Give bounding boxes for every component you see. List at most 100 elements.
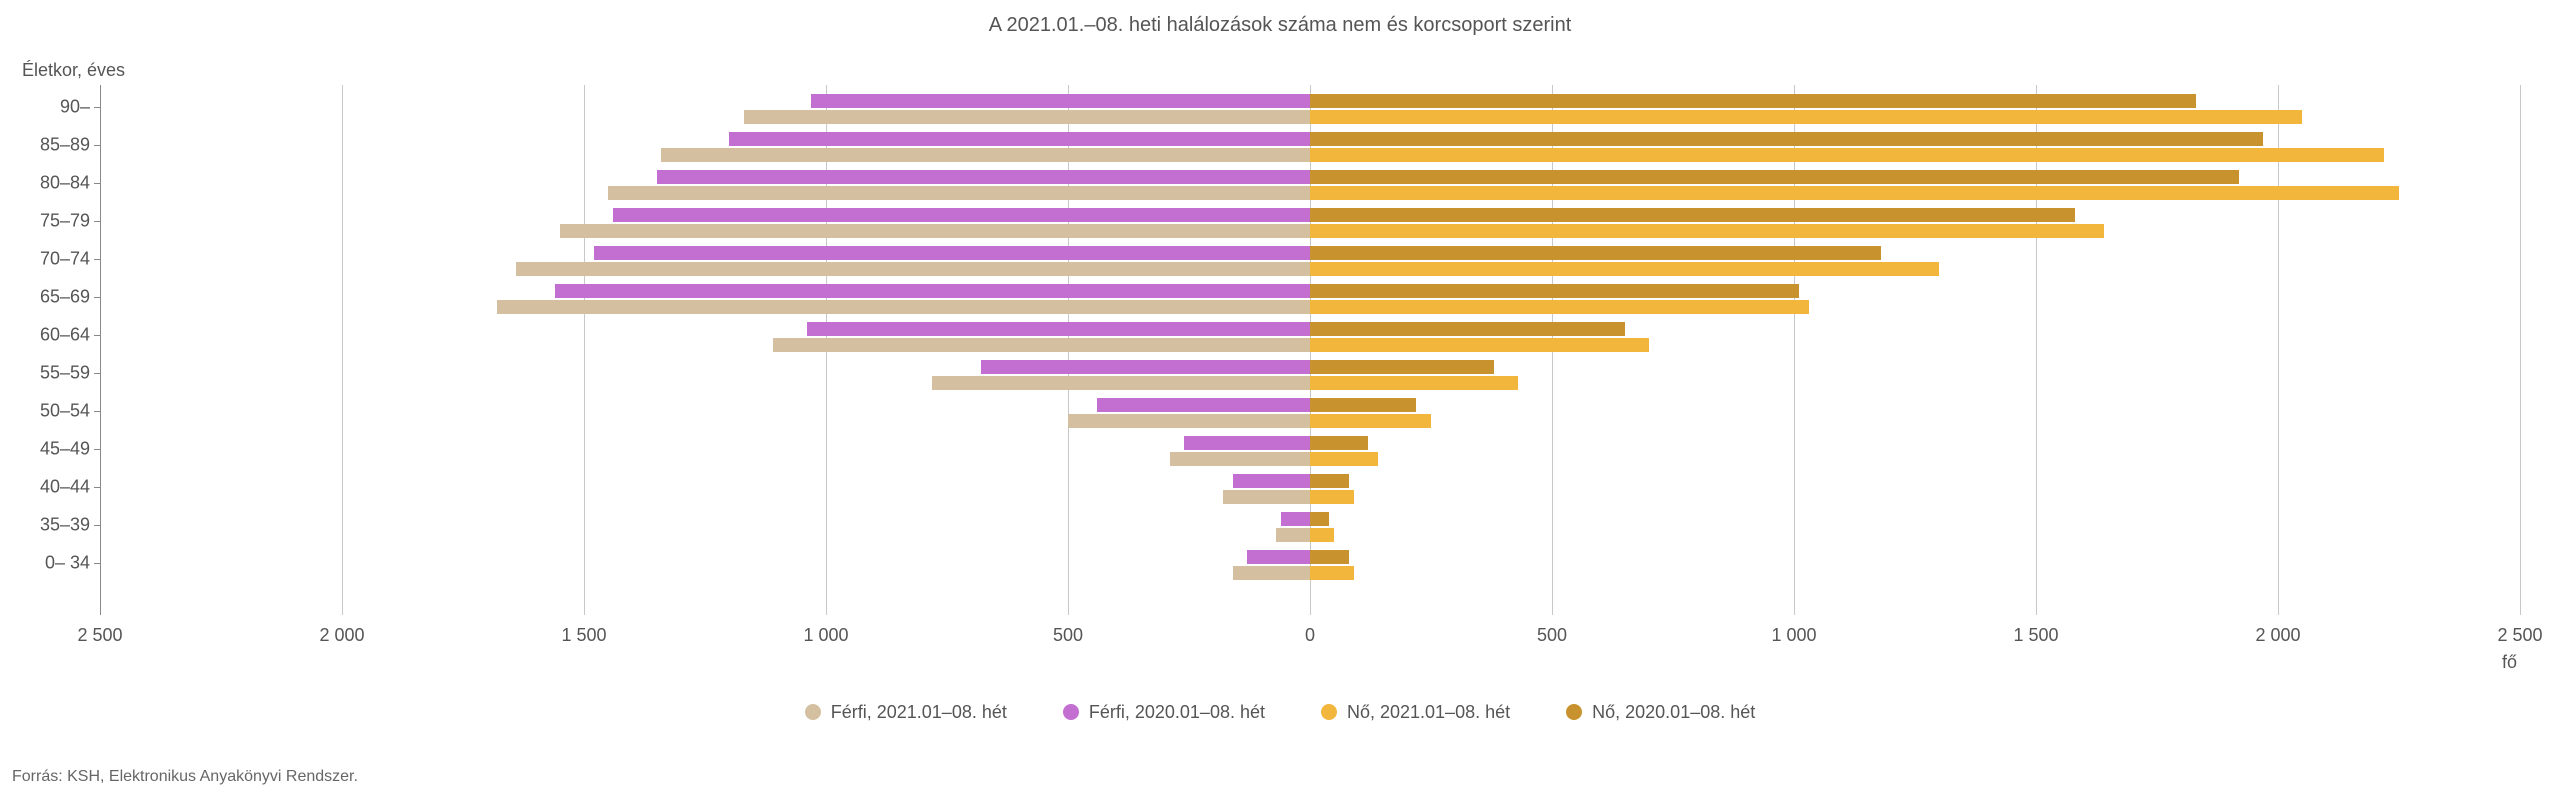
legend-item: Férfi, 2020.01–08. hét	[1063, 702, 1265, 723]
y-tick-mark	[94, 145, 100, 146]
x-tick-label: 1 000	[803, 625, 848, 646]
bar-female_2021	[1310, 338, 1649, 352]
plot-area	[100, 85, 2520, 615]
x-tick-label: 1 500	[561, 625, 606, 646]
bar-male_2021	[608, 186, 1310, 200]
grid-line	[2278, 85, 2279, 615]
x-tick-label: 1 000	[1771, 625, 1816, 646]
bar-female_2020	[1310, 474, 1349, 488]
bar-male_2021	[516, 262, 1310, 276]
bar-male_2020	[1184, 436, 1310, 450]
bar-female_2021	[1310, 300, 1809, 314]
y-tick-mark	[94, 411, 100, 412]
y-tick-mark	[94, 221, 100, 222]
bar-male_2021	[661, 148, 1310, 162]
bar-male_2020	[1247, 550, 1310, 564]
y-tick-label: 80–84	[40, 173, 90, 194]
legend-item: Nő, 2020.01–08. hét	[1566, 702, 1755, 723]
bar-male_2020	[811, 94, 1310, 108]
bar-male_2020	[594, 246, 1310, 260]
bar-female_2020	[1310, 94, 2196, 108]
legend-label: Férfi, 2020.01–08. hét	[1089, 702, 1265, 722]
legend-swatch	[805, 704, 821, 720]
bar-male_2021	[497, 300, 1310, 314]
bar-male_2021	[1223, 490, 1310, 504]
bar-male_2020	[729, 132, 1310, 146]
y-tick-mark	[94, 563, 100, 564]
y-tick-label: 35–39	[40, 515, 90, 536]
x-tick-label: 2 500	[2497, 625, 2542, 646]
bar-male_2020	[555, 284, 1310, 298]
y-tick-mark	[94, 525, 100, 526]
bar-male_2020	[807, 322, 1310, 336]
x-tick-label: 2 000	[2255, 625, 2300, 646]
bar-female_2021	[1310, 490, 1354, 504]
legend-label: Nő, 2021.01–08. hét	[1347, 702, 1510, 722]
y-tick-mark	[94, 183, 100, 184]
x-tick-label: 0	[1305, 625, 1315, 646]
bar-male_2020	[657, 170, 1310, 184]
bar-female_2020	[1310, 436, 1368, 450]
legend-item: Férfi, 2021.01–08. hét	[805, 702, 1007, 723]
legend-label: Nő, 2020.01–08. hét	[1592, 702, 1755, 722]
x-tick-label: 2 500	[77, 625, 122, 646]
y-tick-label: 85–89	[40, 135, 90, 156]
legend-swatch	[1063, 704, 1079, 720]
bar-male_2021	[1068, 414, 1310, 428]
grid-line	[342, 85, 343, 615]
bar-male_2020	[613, 208, 1310, 222]
x-tick-label: 2 000	[319, 625, 364, 646]
chart-title: A 2021.01.–08. heti halálozások száma ne…	[0, 14, 2560, 37]
legend-swatch	[1566, 704, 1582, 720]
bar-female_2020	[1310, 512, 1329, 526]
y-tick-mark	[94, 259, 100, 260]
bar-male_2021	[1170, 452, 1310, 466]
bar-male_2021	[932, 376, 1310, 390]
bar-female_2021	[1310, 110, 2302, 124]
legend-item: Nő, 2021.01–08. hét	[1321, 702, 1510, 723]
y-axis-line	[100, 85, 101, 615]
bar-female_2020	[1310, 360, 1494, 374]
x-tick-label: 1 500	[2013, 625, 2058, 646]
bar-male_2021	[773, 338, 1310, 352]
x-axis-title: fő	[2502, 652, 2517, 673]
y-tick-label: 75–79	[40, 211, 90, 232]
y-tick-label: 65–69	[40, 287, 90, 308]
y-tick-mark	[94, 487, 100, 488]
bar-male_2020	[1097, 398, 1310, 412]
bar-female_2020	[1310, 170, 2239, 184]
bar-female_2021	[1310, 566, 1354, 580]
y-tick-label: 90–	[60, 97, 90, 118]
y-axis-title: Életkor, éves	[22, 60, 125, 81]
bar-female_2021	[1310, 224, 2104, 238]
bar-female_2021	[1310, 262, 1939, 276]
legend-label: Férfi, 2021.01–08. hét	[831, 702, 1007, 722]
y-tick-mark	[94, 297, 100, 298]
y-tick-label: 40–44	[40, 477, 90, 498]
grid-line	[1794, 85, 1795, 615]
bar-male_2021	[744, 110, 1310, 124]
y-tick-mark	[94, 107, 100, 108]
bar-male_2021	[1276, 528, 1310, 542]
y-tick-label: 70–74	[40, 249, 90, 270]
x-tick-label: 500	[1537, 625, 1567, 646]
bar-male_2021	[1233, 566, 1310, 580]
bar-female_2020	[1310, 398, 1416, 412]
y-tick-label: 45–49	[40, 439, 90, 460]
bar-male_2021	[560, 224, 1310, 238]
bar-male_2020	[981, 360, 1310, 374]
source-text: Forrás: KSH, Elektronikus Anyakönyvi Ren…	[12, 768, 358, 786]
grid-line	[2520, 85, 2521, 615]
grid-line	[584, 85, 585, 615]
y-tick-mark	[94, 449, 100, 450]
bar-female_2020	[1310, 322, 1625, 336]
bar-male_2020	[1281, 512, 1310, 526]
bar-female_2021	[1310, 414, 1431, 428]
bar-female_2020	[1310, 132, 2263, 146]
y-tick-label: 55–59	[40, 363, 90, 384]
y-tick-mark	[94, 335, 100, 336]
legend: Férfi, 2021.01–08. hét Férfi, 2020.01–08.…	[0, 702, 2560, 723]
bar-female_2020	[1310, 550, 1349, 564]
bar-female_2021	[1310, 452, 1378, 466]
bar-female_2021	[1310, 186, 2399, 200]
